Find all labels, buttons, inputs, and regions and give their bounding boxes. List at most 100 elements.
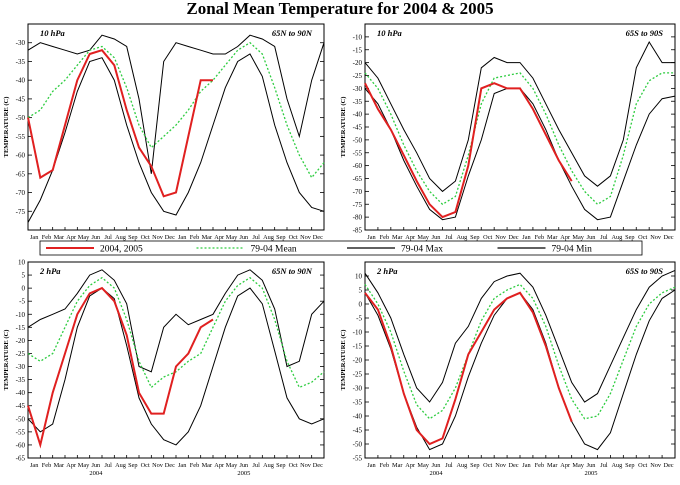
x-tick-label: Jul (600, 462, 608, 469)
x-tick-label: Jul (104, 462, 112, 469)
x-tick-label: May (572, 462, 584, 469)
panel-region-label: 65S to 90S (626, 28, 664, 38)
x-tick-label: Oct (483, 234, 492, 241)
x-tick-label: Nov (300, 462, 312, 469)
x-tick-label: Feb (190, 234, 199, 241)
y-tick-label: -55 (16, 428, 26, 436)
y-tick-label: -25 (353, 371, 363, 379)
x-tick-label: Feb (42, 234, 51, 241)
x-tick-label: Nov (152, 234, 164, 241)
series-line-2004-2005 (27, 49, 213, 198)
y-axis-title: TEMPERATURE (C) (340, 97, 347, 158)
x-tick-label: Oct (483, 462, 492, 469)
x-year-label: 2005 (237, 470, 250, 477)
x-tick-label: Mar (547, 462, 558, 469)
y-tick-label: -15 (353, 46, 363, 54)
x-tick-label: Aug (115, 234, 127, 241)
y-tick-label: -75 (16, 208, 26, 216)
series-line-79-04-min (364, 289, 676, 451)
y-tick-label: -15 (16, 324, 26, 332)
x-tick-label: Apr (66, 462, 77, 469)
x-tick-label: Jul (104, 234, 112, 241)
x-tick-label: Nov (495, 234, 507, 241)
x-year-label: 2005 (585, 470, 598, 477)
x-tick-label: Sep (276, 462, 285, 469)
y-tick-label: -30 (353, 385, 363, 393)
y-tick-label: -80 (353, 214, 363, 222)
x-tick-label: Feb (190, 462, 199, 469)
y-tick-label: -50 (353, 441, 363, 449)
x-tick-label: Sep (625, 462, 634, 469)
x-tick-label: Mar (547, 234, 558, 241)
y-tick-label: -10 (16, 311, 26, 319)
series-line-79-04-mean (27, 276, 325, 389)
x-tick-label: Jun (239, 462, 249, 469)
y-tick-label: -50 (16, 114, 26, 122)
panel-level-label: 10 hPa (40, 28, 66, 38)
y-tick-label: -75 (353, 201, 363, 209)
legend-label: 2004, 2005 (100, 245, 143, 255)
y-tick-label: -45 (16, 402, 26, 410)
x-tick-label: Feb (380, 234, 389, 241)
legend-label: 79-04 Min (552, 245, 593, 255)
y-tick-label: -30 (16, 363, 26, 371)
plot-frame (364, 23, 676, 231)
panel-region-label: 65N to 90N (272, 28, 313, 38)
y-axis-title: TEMPERATURE (C) (3, 330, 10, 391)
plot-frame (27, 261, 325, 459)
y-tick-label: -85 (353, 227, 363, 235)
x-tick-label: Jun (91, 462, 101, 469)
y-tick-label: -70 (16, 189, 26, 197)
x-tick-label: Dec (663, 234, 673, 241)
x-tick-label: Sep (128, 234, 137, 241)
x-tick-label: Apr (405, 234, 416, 241)
y-tick-label: 5 (22, 272, 26, 280)
x-tick-label: Oct (141, 462, 150, 469)
y-tick-label: -15 (353, 343, 363, 351)
x-tick-label: Nov (152, 462, 164, 469)
y-tick-label: -25 (353, 72, 363, 80)
x-tick-label: Aug (456, 234, 468, 241)
y-axis-title: TEMPERATURE (C) (340, 330, 347, 391)
y-tick-label: -55 (353, 149, 363, 157)
y-tick-label: -45 (353, 124, 363, 132)
x-tick-label: Sep (470, 234, 479, 241)
series-line-79-04-mean (364, 283, 676, 420)
y-tick-label: -50 (353, 136, 363, 144)
x-tick-label: Aug (456, 462, 468, 469)
series-line-2004-2005 (364, 291, 573, 446)
y-tick-label: -65 (16, 455, 26, 463)
x-tick-label: Jan (367, 234, 376, 241)
x-tick-label: Aug (611, 462, 623, 469)
x-tick-label: Jul (252, 234, 260, 241)
panel-level-label: 10 hPa (377, 28, 403, 38)
x-tick-label: Jan (522, 462, 531, 469)
x-tick-label: Mar (392, 234, 403, 241)
y-tick-label: -45 (353, 427, 363, 435)
x-tick-label: Dec (313, 234, 323, 241)
panel-region-label: 65N to 90N (272, 266, 313, 276)
series-line-79-04-max (27, 269, 325, 373)
series-line-79-04-max (27, 34, 325, 174)
x-tick-label: Feb (42, 462, 51, 469)
x-tick-label: Jan (30, 234, 39, 241)
x-tick-label: Apr (66, 234, 77, 241)
x-tick-label: Jan (367, 462, 376, 469)
x-tick-label: Sep (625, 234, 634, 241)
y-tick-label: -65 (16, 170, 26, 178)
x-tick-label: Jun (587, 462, 597, 469)
x-tick-label: Jan (30, 462, 39, 469)
x-tick-label: Jun (91, 234, 101, 241)
x-tick-label: Jun (239, 234, 249, 241)
y-tick-label: 0 (359, 301, 363, 309)
x-tick-label: Dec (165, 234, 175, 241)
y-tick-label: -35 (353, 399, 363, 407)
x-tick-label: May (226, 462, 238, 469)
y-tick-label: -20 (353, 357, 363, 365)
y-tick-label: 10 (18, 259, 26, 267)
y-tick-label: -50 (16, 415, 26, 423)
y-tick-label: -35 (16, 376, 26, 384)
